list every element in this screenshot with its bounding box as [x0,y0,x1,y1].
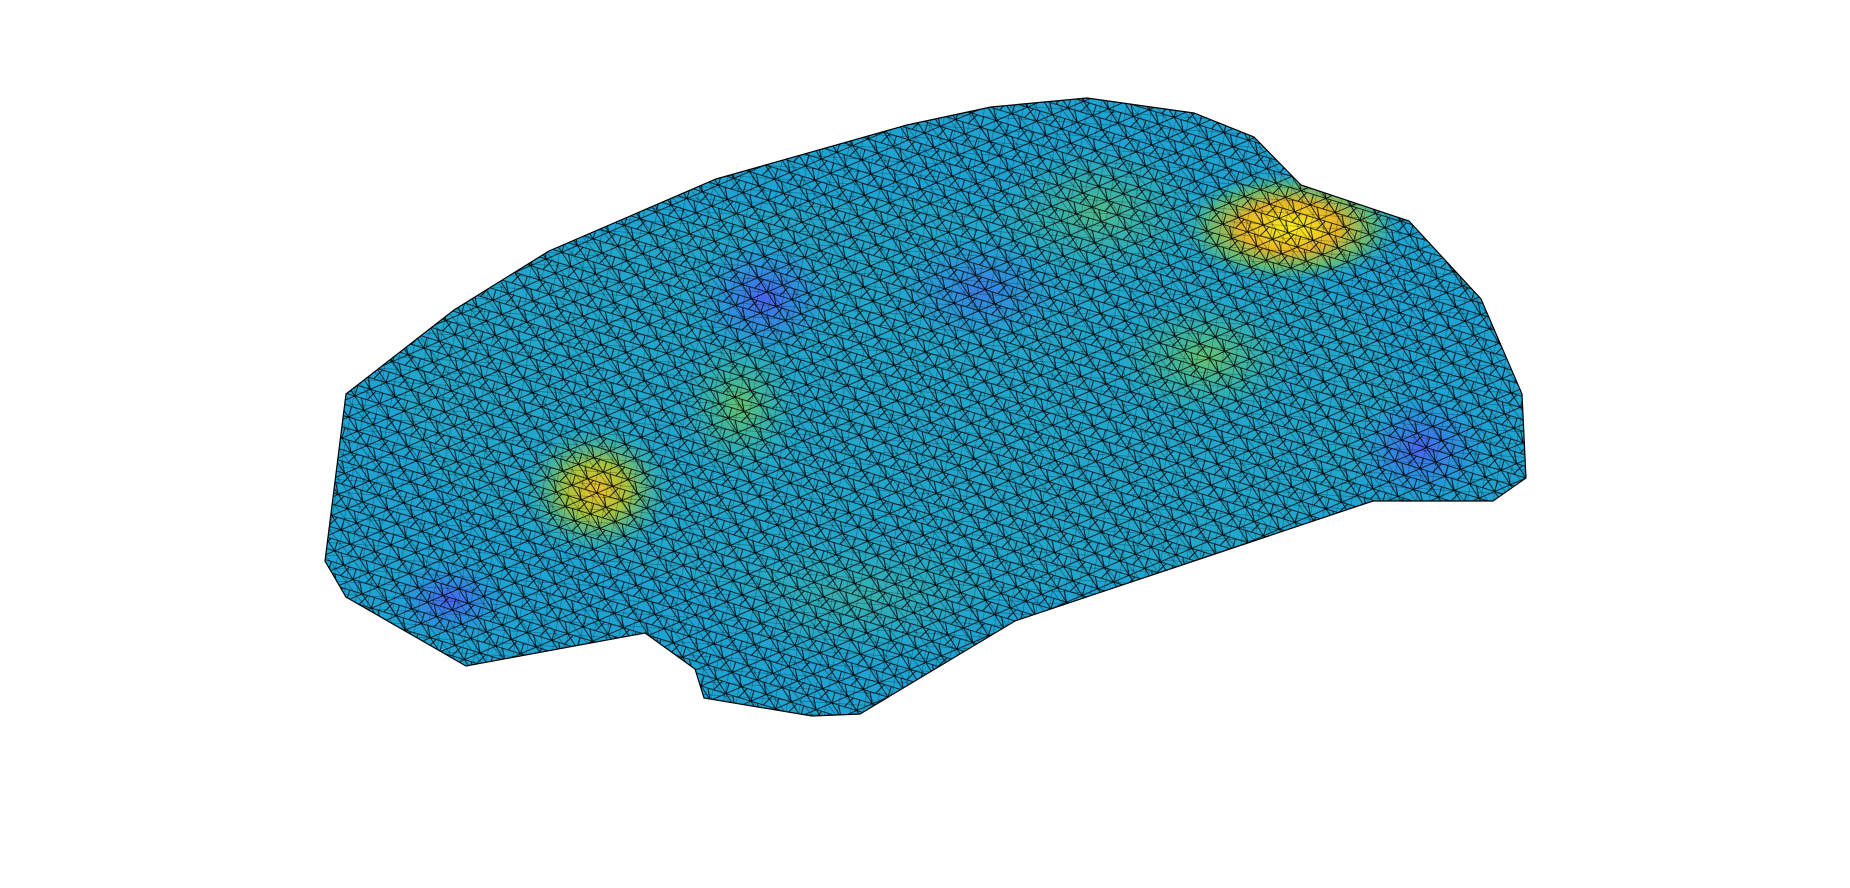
brain-outline [324,97,1527,717]
brain-surface [325,98,1526,716]
